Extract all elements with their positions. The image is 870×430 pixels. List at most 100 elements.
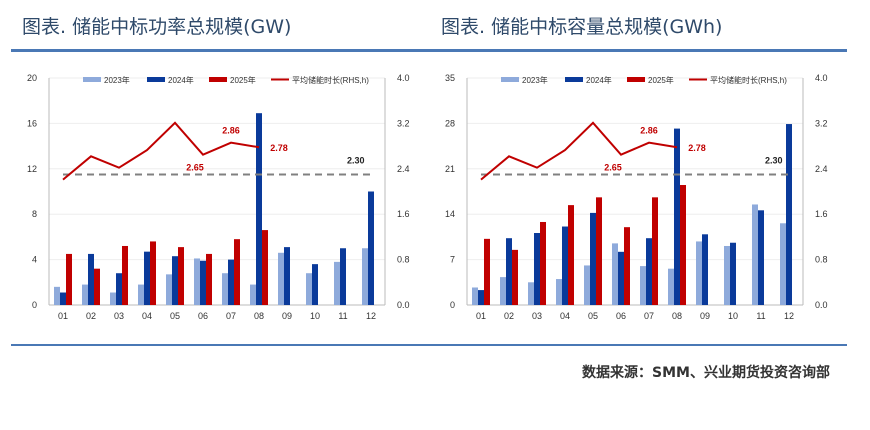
legend-label: 2025年 (230, 75, 256, 85)
bar-2023-02 (500, 277, 506, 305)
y2-tick-label: 3.2 (397, 118, 410, 128)
bar-2024-07 (228, 259, 234, 305)
bar-2023-04 (556, 279, 562, 305)
bar-2023-11 (334, 261, 340, 305)
bar-2023-12 (780, 223, 786, 305)
bar-2025-03 (122, 245, 128, 305)
bar-2023-01 (54, 286, 60, 305)
line-avg-duration (480, 121, 678, 181)
y2-tick-label: 0.0 (397, 300, 410, 310)
y2-tick-label: 0.0 (815, 300, 828, 310)
y-tick-label: 21 (445, 164, 455, 174)
y-tick-label: 14 (445, 209, 455, 219)
x-tick-label: 02 (504, 311, 514, 321)
y-tick-label: 0 (450, 300, 455, 310)
legend-label: 2023年 (522, 75, 548, 85)
chart-title-power: 图表. 储能中标功率总规模(GW) (22, 16, 292, 38)
bar-2024-08 (674, 128, 680, 305)
bar-2023-05 (166, 274, 172, 305)
y-tick-label: 28 (445, 118, 455, 128)
data-label-07: 2.86 (222, 126, 240, 136)
bar-2024-02 (88, 253, 94, 305)
bar-2023-07 (640, 266, 646, 305)
bar-2024-01 (60, 292, 66, 305)
bar-2024-03 (534, 233, 540, 305)
reference-line-label: 2.30 (347, 155, 365, 165)
bar-2023-03 (110, 292, 116, 305)
x-tick-label: 04 (560, 311, 570, 321)
x-tick-label: 01 (58, 311, 68, 321)
bar-2023-06 (612, 243, 618, 305)
y-tick-label: 0 (32, 300, 37, 310)
bar-2023-08 (250, 284, 256, 305)
x-tick-label: 10 (310, 311, 320, 321)
y-tick-label: 7 (450, 255, 455, 265)
legend-label: 2025年 (648, 75, 674, 85)
bar-2024-06 (200, 260, 206, 305)
x-tick-label: 08 (254, 311, 264, 321)
y-tick-label: 16 (27, 118, 37, 128)
bar-2024-07 (646, 238, 652, 305)
bar-2025-02 (512, 249, 518, 305)
line-avg-duration (62, 121, 260, 181)
x-tick-label: 08 (672, 311, 682, 321)
bar-2023-09 (696, 241, 702, 305)
bar-2025-06 (624, 227, 630, 305)
bar-2023-02 (82, 284, 88, 305)
legend-swatch (209, 77, 227, 82)
legend-swatch (627, 77, 645, 82)
data-label-07: 2.86 (640, 126, 658, 136)
y2-tick-label: 2.4 (397, 164, 410, 174)
bar-2024-09 (702, 234, 708, 305)
data-label-06: 2.65 (186, 162, 204, 172)
y2-tick-label: 0.8 (397, 255, 410, 265)
bar-2024-03 (116, 273, 122, 305)
footer-divider (11, 344, 847, 346)
x-tick-label: 09 (282, 311, 292, 321)
bar-2023-10 (306, 273, 312, 305)
capacity-chart-svg: 0 0.0 7 0.8 14 1.6 21 2.4 28 3.2 35 4.0 01 02 03 04 05 06… (445, 73, 828, 321)
y-tick-label: 8 (32, 209, 37, 219)
x-tick-label: 04 (142, 311, 152, 321)
bar-2025-07 (652, 197, 658, 305)
x-tick-label: 03 (532, 311, 542, 321)
power-chart-svg: 0 0.0 4 0.8 8 1.6 12 2.4 16 3.2 20 4.0 01 02 03 04 05 06 0… (27, 73, 410, 321)
bar-2024-10 (730, 242, 736, 305)
y2-tick-label: 4.0 (397, 73, 410, 83)
bar-2025-03 (540, 221, 546, 305)
y2-tick-label: 2.4 (815, 164, 828, 174)
bar-2025-05 (178, 247, 184, 305)
bar-2024-11 (340, 248, 346, 305)
x-tick-label: 06 (198, 311, 208, 321)
legend-swatch (83, 77, 101, 82)
bar-2025-08 (262, 230, 268, 305)
bar-2023-12 (362, 248, 368, 305)
bar-2024-09 (284, 247, 290, 305)
x-tick-label: 09 (700, 311, 710, 321)
y2-tick-label: 3.2 (815, 118, 828, 128)
bar-2023-03 (528, 282, 534, 305)
bar-2024-12 (368, 191, 374, 305)
x-tick-label: 06 (616, 311, 626, 321)
bar-2025-06 (206, 253, 212, 305)
x-tick-label: 07 (226, 311, 236, 321)
y2-tick-label: 4.0 (815, 73, 828, 83)
x-tick-label: 02 (86, 311, 96, 321)
x-tick-label: 10 (728, 311, 738, 321)
x-tick-label: 12 (366, 311, 376, 321)
bar-2024-04 (562, 226, 568, 305)
legend-label: 2024年 (586, 75, 612, 85)
y-tick-label: 35 (445, 73, 455, 83)
bar-2023-08 (668, 268, 674, 305)
bar-2023-11 (752, 204, 758, 305)
bar-2023-10 (724, 245, 730, 305)
x-tick-label: 11 (338, 311, 347, 321)
x-tick-label: 12 (784, 311, 794, 321)
chart-title-capacity: 图表. 储能中标容量总规模(GWh) (441, 16, 723, 38)
bar-2024-08 (256, 113, 262, 305)
y-tick-label: 4 (32, 255, 37, 265)
legend-swatch (501, 77, 519, 82)
bar-2025-07 (234, 239, 240, 305)
bar-2024-05 (590, 212, 596, 305)
bar-2023-09 (278, 252, 284, 305)
